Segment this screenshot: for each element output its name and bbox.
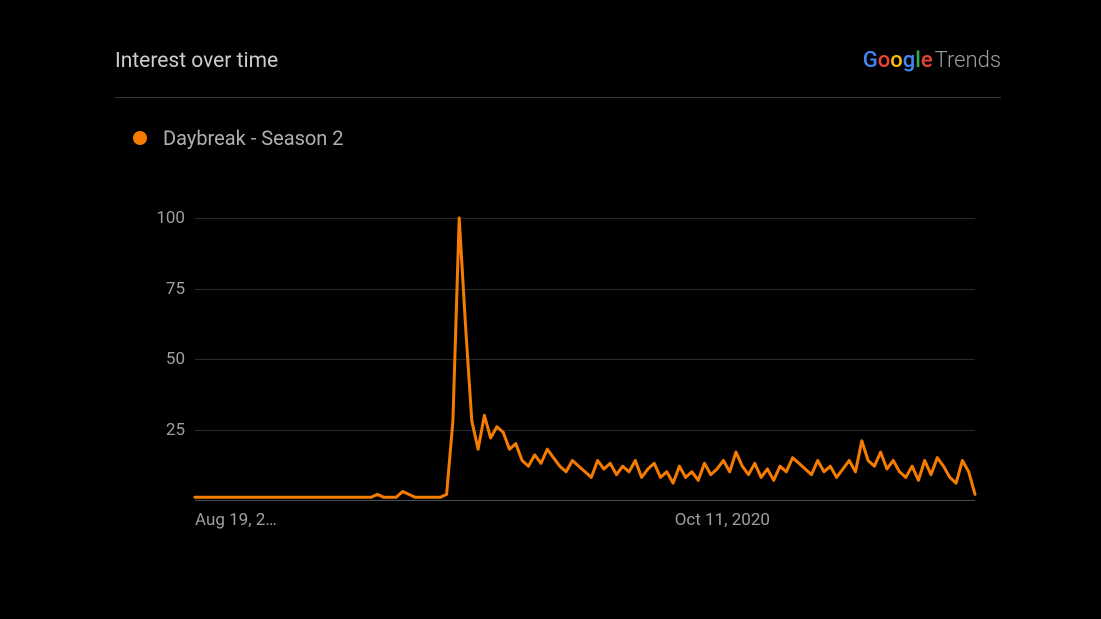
line-series — [195, 218, 975, 500]
y-tick-label: 25 — [135, 420, 185, 440]
chart-title: Interest over time — [115, 49, 278, 73]
y-axis: 255075100 — [135, 218, 185, 500]
google-logo: Google — [863, 48, 933, 73]
x-tick-label: Oct 11, 2020 — [675, 510, 770, 530]
legend-label: Daybreak - Season 2 — [163, 126, 344, 150]
chart-header: Interest over time Google Trends — [115, 48, 1001, 98]
brand-logo: Google Trends — [863, 48, 1001, 73]
plot-region — [195, 218, 975, 500]
brand-trends-text: Trends — [935, 48, 1001, 73]
chart-container: Interest over time Google Trends Daybrea… — [0, 0, 1101, 150]
x-tick-label: Aug 19, 2… — [195, 510, 277, 530]
baseline — [195, 500, 975, 501]
y-tick-label: 100 — [135, 208, 185, 228]
y-tick-label: 50 — [135, 349, 185, 369]
y-tick-label: 75 — [135, 279, 185, 299]
chart-legend: Daybreak - Season 2 — [133, 126, 1001, 150]
legend-marker — [133, 131, 147, 145]
